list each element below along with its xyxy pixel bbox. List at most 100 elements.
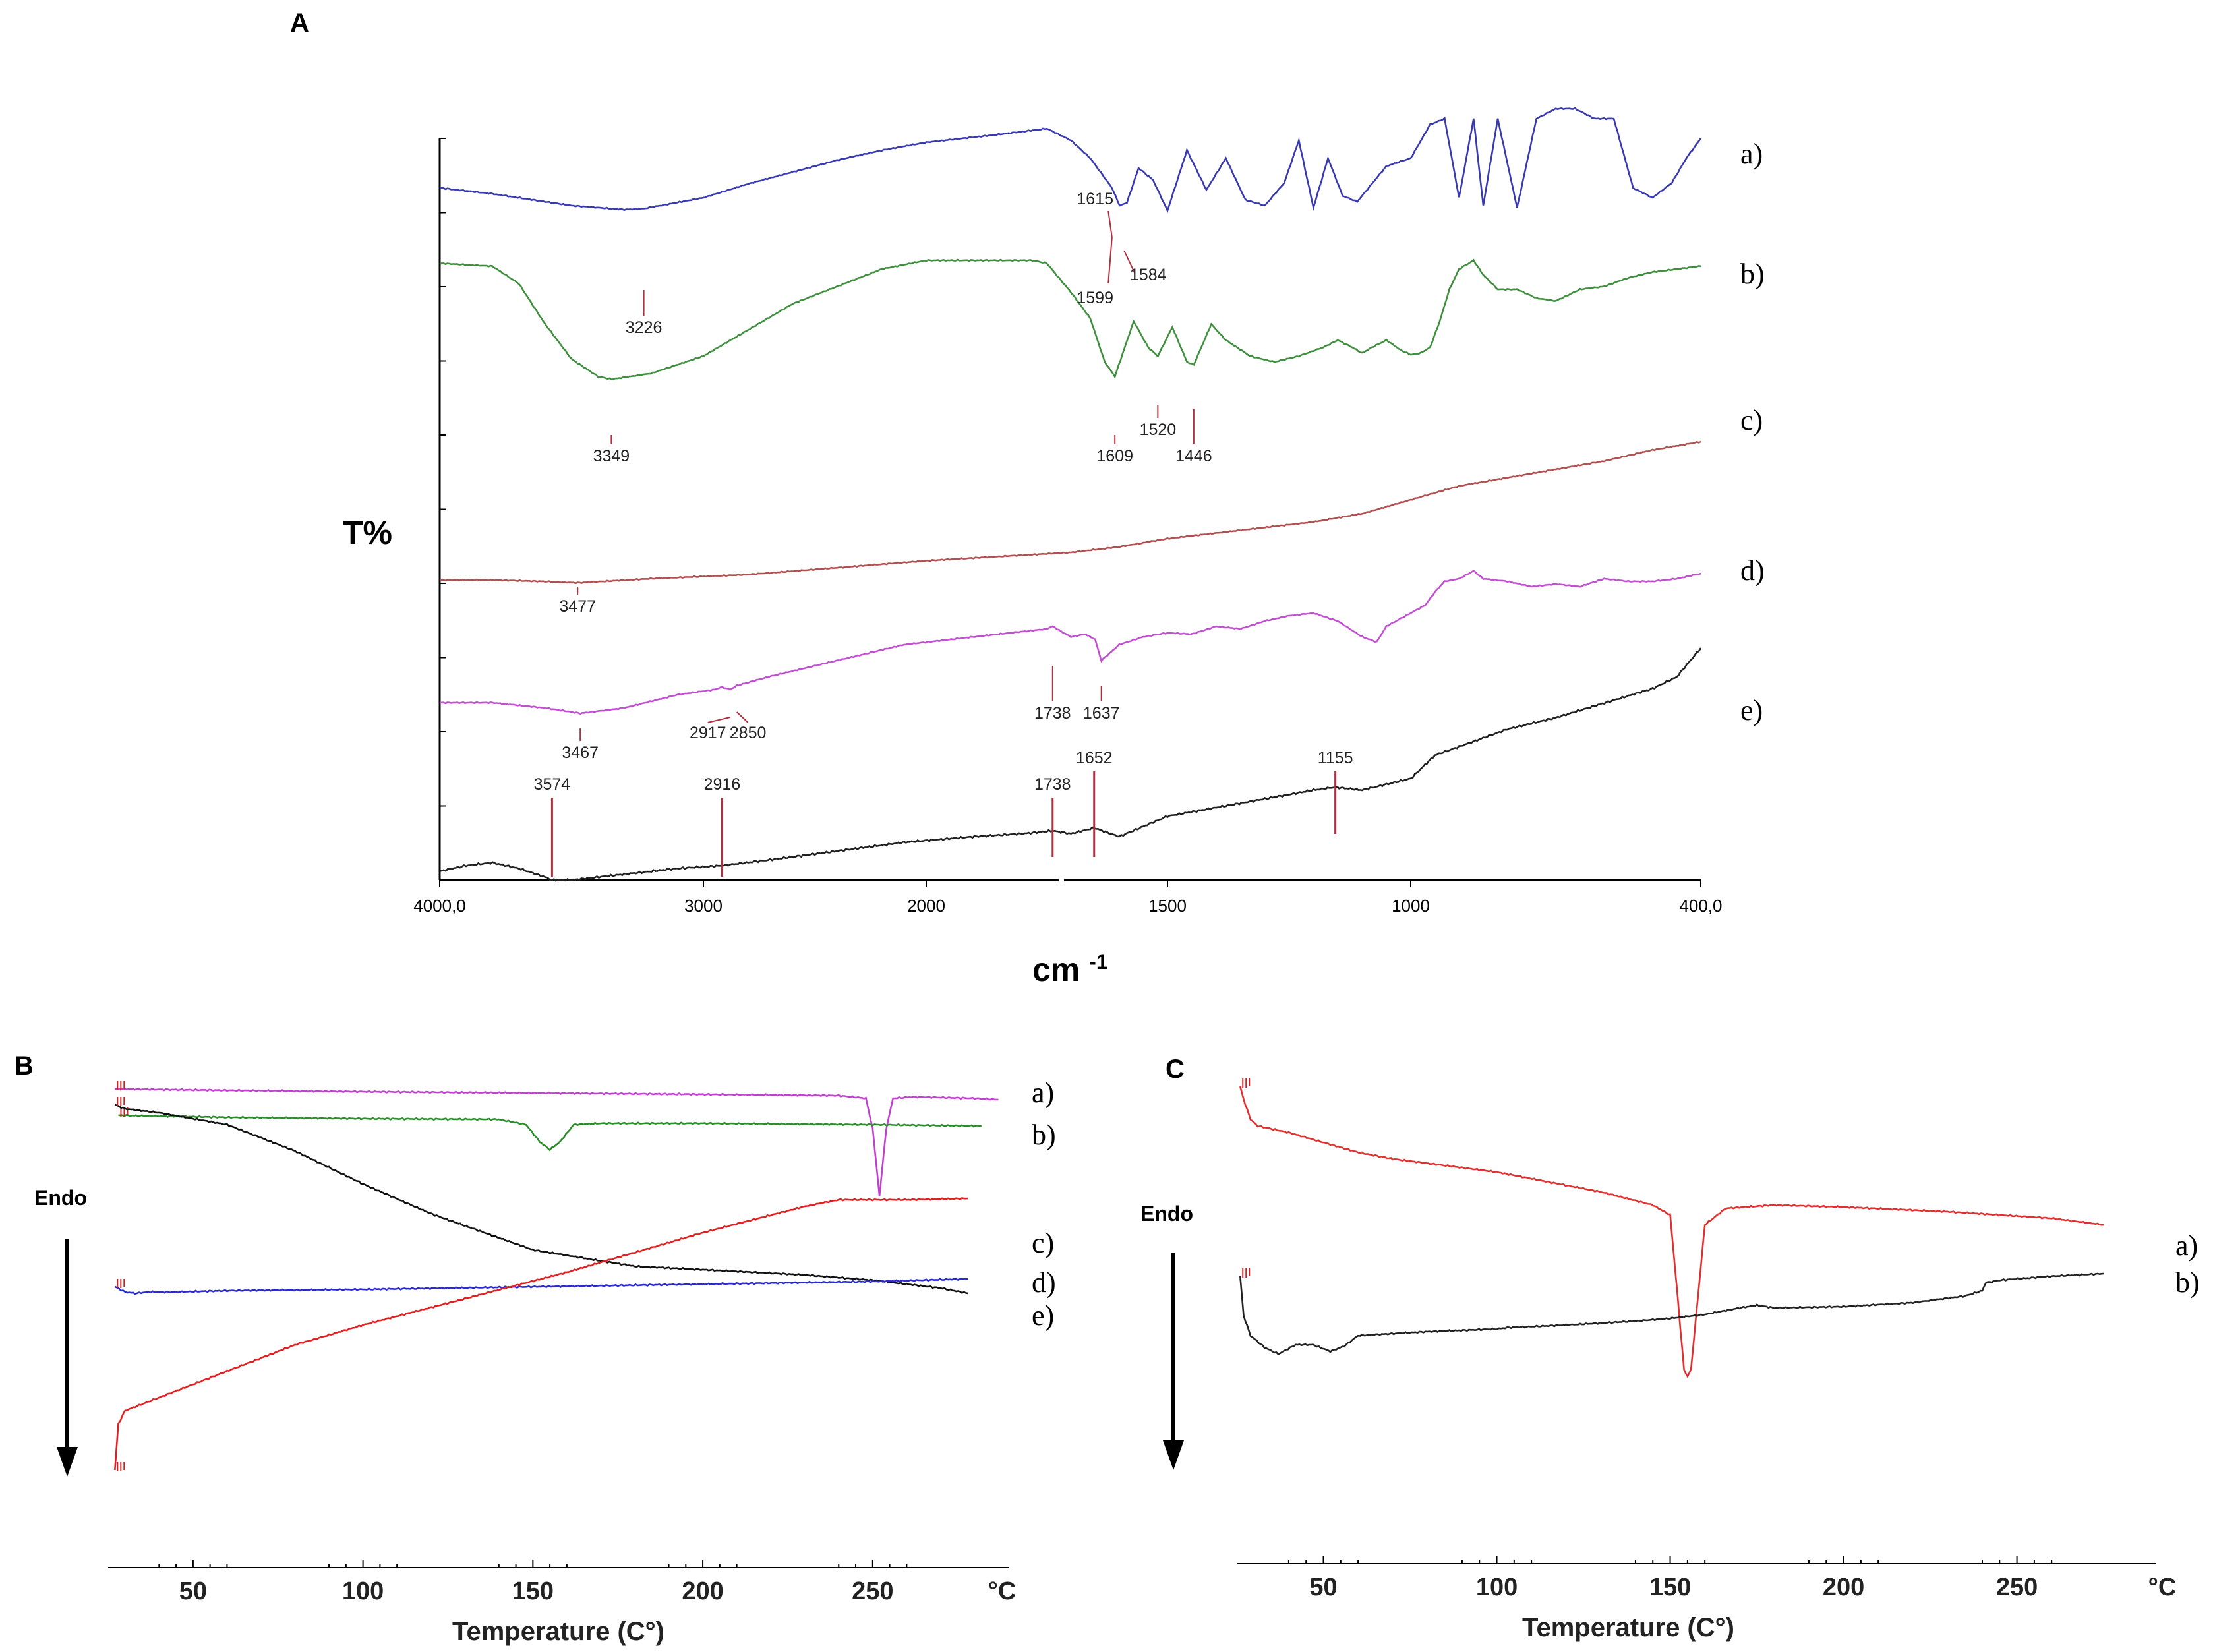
panel-c-letter: C xyxy=(1166,1055,1185,1084)
panel-b-series-e xyxy=(114,1197,968,1471)
panel-b-xlabel: Temperature (C°) xyxy=(452,1617,664,1646)
panel-a-curve-label-e: e) xyxy=(1740,694,1763,726)
panel-c-series-a xyxy=(1239,1086,2104,1378)
panel-a-annotations: 3226 1615 1599 1584 3349 1609 1520 1446 3477 3467… xyxy=(534,190,1353,877)
panel-a-x-tick-label: 1000 xyxy=(1392,896,1430,916)
panel-a-annotation-label: 3467 xyxy=(562,744,599,762)
panel-a-curve-label-d: d) xyxy=(1740,554,1765,587)
panel-b-dsc-chart: B Endo 50 100 150 200 250 °C a) b) c) d)e) Tempe… xyxy=(15,1051,1056,1646)
panel-b-curve-label-d: d) xyxy=(1032,1266,1056,1299)
panel-a-annotation-label: 2917 xyxy=(690,724,726,742)
panel-c-endo-arrow xyxy=(1163,1253,1184,1470)
panel-b-series-c xyxy=(114,1104,968,1295)
panel-a-annotation-label: 1637 xyxy=(1083,704,1120,723)
panel-a-series-b xyxy=(440,258,1701,381)
panel-b-series-d-start-marker xyxy=(117,1279,125,1288)
panel-c-x-tick-label: 150 xyxy=(1649,1574,1691,1601)
panel-a-x-tick-label: 4000,0 xyxy=(413,896,466,916)
panel-a-annotation-label: 1520 xyxy=(1140,421,1177,439)
panel-b-series-d xyxy=(114,1278,968,1295)
panel-a-annotation-label: 1615 xyxy=(1077,190,1113,208)
panel-a-annotation-leader xyxy=(1123,250,1136,274)
panel-a-annotation-label: 3226 xyxy=(626,318,663,337)
panel-a-annotation-label: 3349 xyxy=(593,447,630,465)
panel-b-x-tick-label: 100 xyxy=(342,1578,384,1605)
panel-c-x-tick-label: 100 xyxy=(1476,1574,1518,1601)
panel-b-x-tick-label: 150 xyxy=(512,1578,554,1605)
panel-a-series-c xyxy=(439,440,1701,585)
panel-b-series-e-start-marker xyxy=(117,1462,125,1471)
panel-b-x-tick-label: 200 xyxy=(682,1578,723,1605)
panel-c-x-tick-label: 200 xyxy=(1823,1574,1864,1601)
panel-c-x-tick-label: 250 xyxy=(1996,1574,2038,1601)
panel-a-annotation-label: 1584 xyxy=(1130,266,1167,284)
panel-a-xlabel: cm -1 xyxy=(1032,950,1108,988)
panel-a-annotation-label: 2850 xyxy=(730,724,767,742)
panel-a-curve-label-a: a) xyxy=(1740,138,1763,170)
panel-a-x-tick-label: 400,0 xyxy=(1679,896,1722,916)
panel-a-annotation-label: 1738 xyxy=(1034,704,1071,723)
panel-a-annotation-label: 2916 xyxy=(704,775,741,794)
panel-c-curve-label-b: b) xyxy=(2175,1266,2200,1299)
panel-a-axis-break xyxy=(1058,872,1064,888)
panel-b-curve-label-c: c) xyxy=(1032,1227,1054,1259)
panel-b-series-b xyxy=(118,1114,982,1152)
panel-a-x-tick-label: 2000 xyxy=(907,896,945,916)
panel-c-series-b xyxy=(1239,1272,2104,1356)
panel-c-x-tick-label: 50 xyxy=(1309,1574,1337,1601)
panel-a-annotation-label: 1738 xyxy=(1034,775,1071,794)
panel-a-ftir-chart: A T% cm -1 3226 1615 1599 1584 3349 1609 1520 1… xyxy=(290,9,1765,988)
panel-c-ticks: 50 100 150 200 250 °C xyxy=(1287,1556,2177,1601)
panel-a-series-d xyxy=(439,570,1701,715)
panel-a-annotation-label: 1652 xyxy=(1076,749,1113,767)
panel-a-annotation-label: 3477 xyxy=(559,597,596,616)
panel-a-annotation-label: 1155 xyxy=(1318,749,1353,767)
panel-a-curve-label-b: b) xyxy=(1740,258,1765,290)
panel-a-ylabel: T% xyxy=(343,514,392,551)
panel-a-annotation-leader xyxy=(1107,210,1113,238)
panel-b-x-tick-label: 250 xyxy=(852,1578,893,1605)
panel-c-dsc-chart: C Endo 50 100 150 200 250 °C a) b) Temperature… xyxy=(1140,1055,2200,1642)
panel-c-curve-label-a: a) xyxy=(2175,1229,2198,1262)
panel-c-x-unit: °C xyxy=(2148,1574,2177,1601)
panel-a-series-a xyxy=(439,107,1702,214)
panel-c-series xyxy=(1239,1078,2104,1378)
panel-a-annotation-leader xyxy=(1107,237,1113,284)
panel-a-annotation-label: 3574 xyxy=(534,775,571,794)
panel-a-xlabel-text: cm xyxy=(1032,951,1080,988)
panel-a-series xyxy=(439,107,1702,882)
panel-a-annotation-leader xyxy=(707,717,730,723)
panel-b-curve-label-a: a) xyxy=(1032,1077,1054,1109)
panel-a-curve-label-c: c) xyxy=(1740,404,1763,436)
panel-b-ticks: 50 100 150 200 250 °C xyxy=(158,1560,1017,1605)
panel-b-curve-label-e: e) xyxy=(1032,1299,1054,1332)
panel-b-endo-label: Endo xyxy=(34,1186,87,1210)
panel-b-endo-arrow xyxy=(57,1239,78,1477)
panel-c-endo-label: Endo xyxy=(1140,1202,1193,1225)
panel-a-letter: A xyxy=(290,9,309,38)
panel-b-series-a-start-marker xyxy=(117,1081,125,1090)
panel-a-series-e xyxy=(439,647,1702,882)
panel-b-series-a xyxy=(115,1087,999,1196)
panel-c-curve-labels: a) b) xyxy=(2175,1229,2200,1299)
panel-b-series-c-start-marker xyxy=(117,1097,125,1106)
panel-b-letter: B xyxy=(15,1051,34,1080)
panel-b-series xyxy=(114,1081,999,1471)
panel-b-curve-label-b: b) xyxy=(1032,1119,1056,1151)
panel-a-ticks: 4000,0 3000 2000 1500 1000 400,0 xyxy=(413,880,1723,916)
panel-a-axes xyxy=(438,138,1701,888)
panel-a-annotation-label: 1609 xyxy=(1096,447,1133,465)
panel-c-xlabel: Temperature (C°) xyxy=(1522,1613,1734,1642)
panel-b-x-tick-label: 50 xyxy=(179,1578,207,1605)
panel-b-curve-labels: a) b) c) d)e) xyxy=(1032,1077,1056,1332)
panel-a-annotation-label: 1446 xyxy=(1175,447,1212,465)
panel-a-x-tick-label: 1500 xyxy=(1148,896,1187,916)
panel-a-annotation-leader xyxy=(736,711,749,723)
panel-a-xlabel-sup: -1 xyxy=(1089,950,1107,974)
panel-b-x-unit: °C xyxy=(988,1578,1017,1605)
panel-a-curve-labels: a) b) c) d) e) xyxy=(1740,138,1765,726)
panel-a-x-tick-label: 3000 xyxy=(684,896,723,916)
panel-c-series-b-start-marker xyxy=(1242,1268,1251,1278)
panel-c-series-a-start-marker xyxy=(1242,1078,1251,1088)
